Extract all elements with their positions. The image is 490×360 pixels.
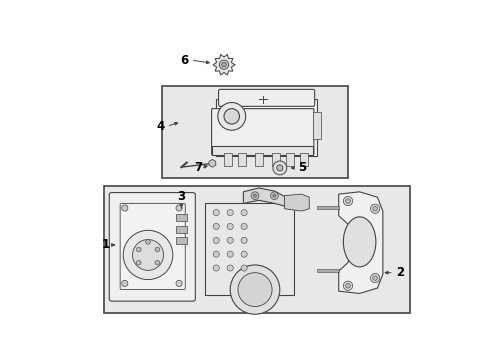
Bar (300, 153, 308, 166)
Text: 3: 3 (177, 190, 185, 203)
Bar (176, 226, 187, 233)
Circle shape (345, 199, 350, 203)
Circle shape (273, 161, 287, 175)
Circle shape (213, 265, 220, 271)
Circle shape (176, 205, 182, 211)
Circle shape (146, 239, 150, 244)
Circle shape (373, 206, 377, 211)
Circle shape (213, 210, 220, 216)
Circle shape (370, 274, 380, 283)
Circle shape (253, 194, 257, 197)
Circle shape (227, 210, 233, 216)
Circle shape (238, 273, 272, 306)
Bar (317, 269, 339, 272)
Circle shape (370, 204, 380, 213)
Polygon shape (213, 54, 235, 75)
Bar (176, 237, 187, 244)
Circle shape (136, 260, 141, 265)
Text: 2: 2 (396, 266, 404, 279)
Circle shape (270, 192, 278, 199)
Circle shape (241, 237, 247, 243)
Bar (224, 153, 232, 166)
Bar (313, 112, 321, 139)
Bar (216, 99, 317, 156)
Circle shape (227, 251, 233, 257)
FancyBboxPatch shape (109, 193, 196, 301)
Circle shape (373, 276, 377, 280)
Circle shape (123, 230, 173, 280)
Bar (238, 153, 245, 166)
FancyBboxPatch shape (219, 89, 315, 106)
Text: 6: 6 (180, 54, 188, 67)
Circle shape (155, 260, 160, 265)
Circle shape (155, 247, 160, 252)
Circle shape (251, 192, 259, 199)
Circle shape (277, 165, 283, 171)
Text: 7: 7 (195, 161, 203, 175)
Circle shape (241, 210, 247, 216)
Circle shape (343, 281, 353, 291)
Bar (205, 203, 294, 295)
Text: 1: 1 (102, 238, 110, 251)
Circle shape (241, 223, 247, 230)
Circle shape (220, 60, 229, 69)
Bar (176, 214, 187, 221)
Circle shape (227, 237, 233, 243)
Circle shape (227, 223, 233, 230)
Circle shape (122, 280, 128, 287)
Circle shape (221, 62, 226, 67)
Circle shape (227, 265, 233, 271)
Ellipse shape (343, 217, 376, 267)
Circle shape (241, 251, 247, 257)
Polygon shape (285, 194, 309, 211)
Circle shape (213, 223, 220, 230)
Circle shape (133, 239, 164, 270)
FancyBboxPatch shape (120, 203, 185, 289)
Polygon shape (244, 188, 286, 206)
Circle shape (224, 109, 240, 124)
Circle shape (213, 237, 220, 243)
Circle shape (241, 265, 247, 271)
Bar (317, 206, 339, 209)
Polygon shape (339, 192, 383, 293)
Circle shape (218, 103, 245, 130)
Circle shape (213, 251, 220, 257)
Bar (272, 153, 280, 166)
Circle shape (176, 280, 182, 287)
Circle shape (122, 205, 128, 211)
Circle shape (230, 265, 280, 314)
Bar (104, 186, 410, 313)
Bar (162, 86, 348, 178)
Bar (255, 153, 263, 166)
Bar (286, 153, 294, 166)
Circle shape (343, 197, 353, 206)
Circle shape (136, 247, 141, 252)
Text: 4: 4 (156, 120, 164, 133)
FancyBboxPatch shape (212, 109, 314, 155)
Text: 5: 5 (297, 161, 306, 175)
Circle shape (273, 194, 276, 197)
Circle shape (345, 283, 350, 288)
Bar (212, 145, 313, 155)
